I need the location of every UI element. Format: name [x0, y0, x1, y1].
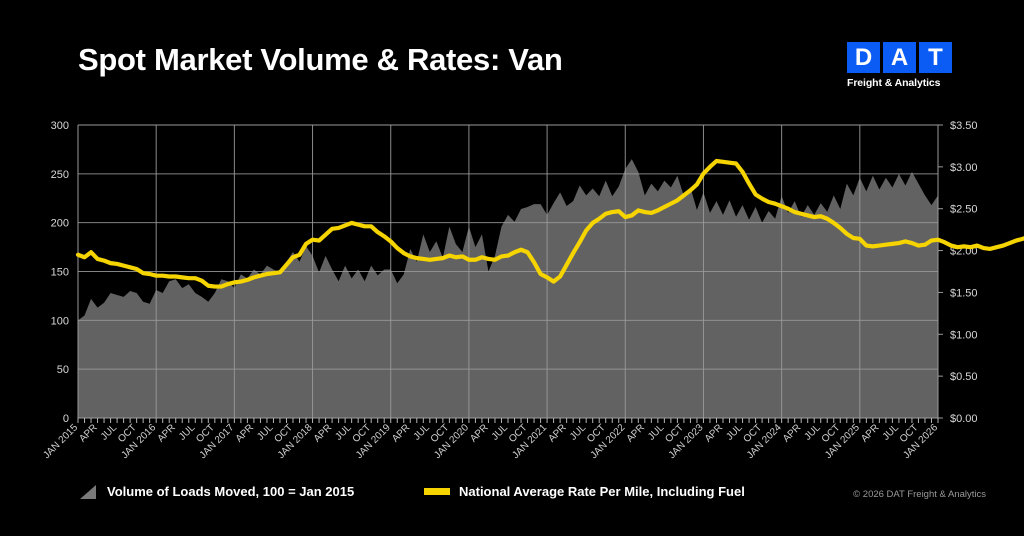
left-axis-tick-label: 100 — [51, 315, 69, 327]
right-axis-tick-label: $3.00 — [950, 162, 978, 174]
logo-letter-d: D — [847, 42, 880, 73]
page-title: Spot Market Volume & Rates: Van — [78, 42, 563, 77]
x-axis-tick-label: JUL — [568, 422, 589, 443]
logo-letter-a: A — [883, 42, 916, 73]
right-axis-tick-label: $1.50 — [950, 287, 978, 299]
x-axis-tick-label: APR — [234, 422, 256, 444]
x-axis-tick-label: APR — [703, 422, 725, 444]
legend-label-rate: National Average Rate Per Mile, Includin… — [459, 484, 745, 499]
dat-logo: D A T Freight & Analytics — [847, 42, 972, 89]
logo-tagline: Freight & Analytics — [847, 77, 941, 89]
chart-legend: Volume of Loads Moved, 100 = Jan 2015 Na… — [78, 484, 978, 510]
x-axis-tick-label: JUL — [724, 422, 745, 443]
right-axis-tick-label: $1.00 — [950, 329, 978, 341]
rate-line-series — [75, 158, 1024, 289]
right-axis-tick-label: $3.50 — [950, 120, 978, 132]
x-axis-tick-label: APR — [625, 422, 647, 444]
line-swatch-icon — [424, 488, 450, 495]
x-axis-tick-label: APR — [546, 422, 568, 444]
left-axis-tick-label: 200 — [51, 218, 69, 230]
left-axis-tick-label: 50 — [57, 364, 69, 376]
left-axis-tick-label: 150 — [51, 267, 69, 279]
legend-item-rate: National Average Rate Per Mile, Includin… — [424, 484, 745, 499]
x-axis-tick-label: APR — [781, 422, 803, 444]
x-axis-tick-label: JAN 2015 — [41, 422, 80, 461]
logo-letter-t: T — [919, 42, 952, 73]
left-axis-tick-label: 0 — [63, 413, 69, 425]
x-axis-tick-label: JUL — [177, 422, 198, 443]
copyright-notice: © 2026 DAT Freight & Analytics — [853, 489, 986, 500]
x-axis-tick-label: APR — [390, 422, 412, 444]
x-axis-tick-label: JUL — [881, 422, 902, 443]
volume-area-series — [78, 159, 938, 418]
right-axis-tick-label: $0.00 — [950, 413, 978, 425]
x-axis-tick-label: JUL — [99, 422, 120, 443]
x-axis-tick-label: JUL — [490, 422, 511, 443]
x-axis-tick-label: JUL — [802, 422, 823, 443]
x-axis-tick-label: APR — [859, 422, 881, 444]
x-axis-tick-label: JUL — [412, 422, 433, 443]
chart-header: Spot Market Volume & Rates: Van D A T Fr… — [0, 0, 1024, 110]
right-axis-tick-label: $2.50 — [950, 204, 978, 216]
legend-item-volume: Volume of Loads Moved, 100 = Jan 2015 — [78, 484, 354, 499]
x-axis-tick-label: APR — [156, 422, 178, 444]
left-axis-tick-label: 250 — [51, 169, 69, 181]
legend-label-volume: Volume of Loads Moved, 100 = Jan 2015 — [107, 484, 355, 499]
left-axis-tick-label: 300 — [51, 120, 69, 132]
x-axis-tick-label: JUL — [255, 422, 276, 443]
logo-letter-squares: D A T — [847, 42, 972, 73]
x-axis-tick-label: JUL — [333, 422, 354, 443]
right-axis-tick-label: $0.50 — [950, 371, 978, 383]
x-axis-tick-label: APR — [468, 422, 490, 444]
x-axis-tick-label: APR — [77, 422, 99, 444]
x-axis-tick-label: APR — [312, 422, 334, 444]
x-axis-tick-label: JUL — [646, 422, 667, 443]
area-swatch-icon — [80, 485, 96, 499]
